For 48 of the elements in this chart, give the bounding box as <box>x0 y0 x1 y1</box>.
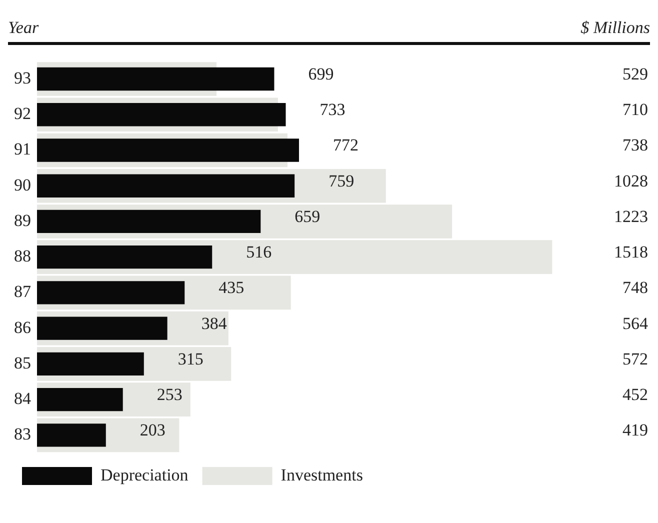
data-label: 203 <box>140 420 166 440</box>
y-tick-label: 92 <box>14 104 31 124</box>
y-tick-label: 84 <box>14 389 32 408</box>
bar <box>37 352 144 376</box>
y-tick-label: 86 <box>14 318 31 337</box>
y-tick-label: 91 <box>14 140 31 159</box>
data-label: 772 <box>332 136 358 155</box>
y-tick-label: 83 <box>14 424 31 444</box>
data-label: 452 <box>622 385 648 404</box>
bar <box>37 246 212 269</box>
data-label: 733 <box>320 100 346 120</box>
data-label: 748 <box>622 278 648 298</box>
y-tick-label: 88 <box>14 246 31 266</box>
bar <box>37 210 261 234</box>
data-label: 529 <box>622 64 648 84</box>
data-label: 572 <box>622 349 648 368</box>
legend-label: Investments <box>280 465 363 484</box>
y-tick-label: 93 <box>14 68 31 88</box>
data-label: 315 <box>178 349 204 368</box>
data-label: 419 <box>622 420 648 440</box>
bar <box>37 316 168 340</box>
x-axis-title: $ Millions <box>580 18 650 38</box>
data-label: 1518 <box>614 242 648 262</box>
data-label: 253 <box>156 385 182 404</box>
data-label: 1028 <box>614 171 648 190</box>
bar <box>37 281 185 304</box>
data-label: 1223 <box>614 206 648 226</box>
data-label: 738 <box>622 136 648 155</box>
data-label: 516 <box>246 242 272 262</box>
y-axis-title: Year <box>8 18 39 38</box>
legend-label: Depreciation <box>100 465 189 484</box>
data-label: 699 <box>308 64 334 84</box>
bar <box>37 424 106 447</box>
data-label: 710 <box>622 100 648 120</box>
data-label: 435 <box>218 278 244 298</box>
bar <box>37 388 123 412</box>
bar <box>37 138 299 162</box>
data-label: 564 <box>622 314 648 333</box>
y-tick-label: 85 <box>14 353 31 372</box>
y-tick-label: 90 <box>14 175 31 194</box>
data-label: 384 <box>201 314 228 333</box>
y-tick-label: 89 <box>14 210 31 230</box>
bar <box>37 174 295 198</box>
data-label: 659 <box>294 206 320 226</box>
bar <box>37 67 274 91</box>
data-label: 759 <box>328 171 354 190</box>
bar <box>37 103 286 126</box>
y-tick-label: 87 <box>14 282 32 302</box>
